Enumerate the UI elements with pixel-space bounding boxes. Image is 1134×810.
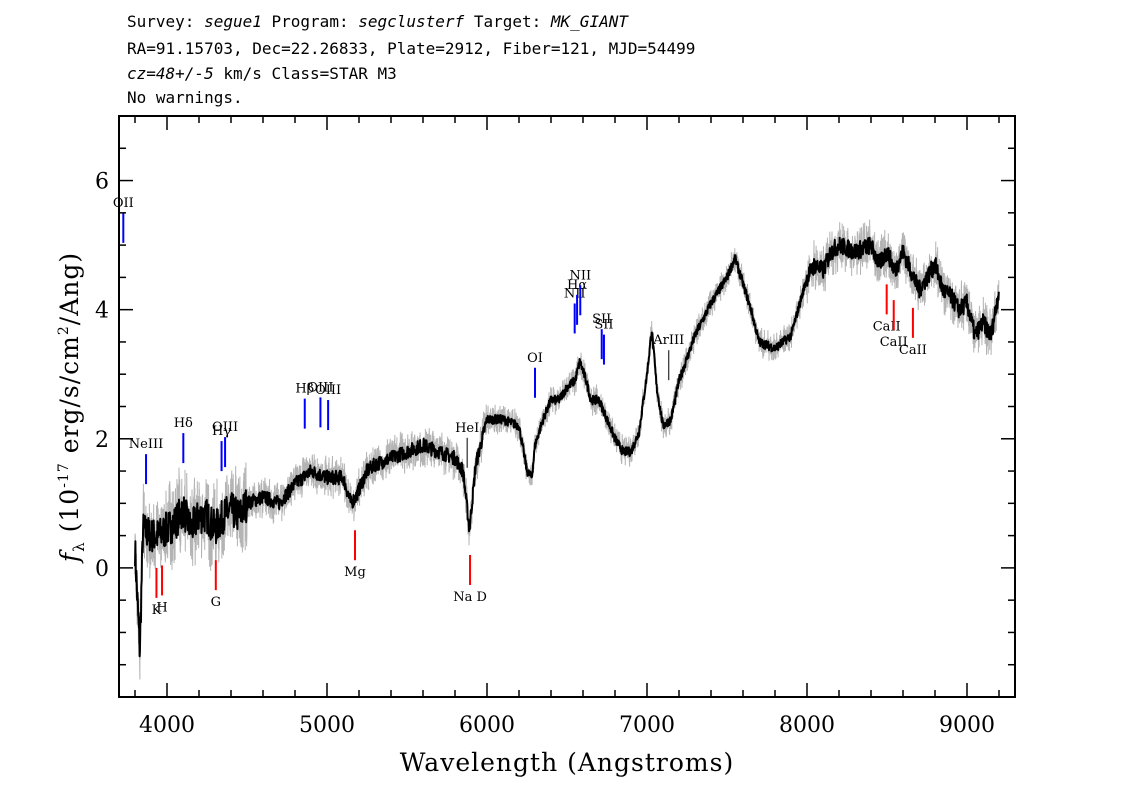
emission-line-label-4: OIII: [212, 420, 238, 435]
absorption-line-label-2: G: [211, 595, 221, 610]
emission-line-label-11: NII: [569, 268, 591, 283]
x-tick-label: 6000: [459, 713, 515, 738]
absorption-line-label-4: Na D: [453, 590, 487, 605]
emission-line-label-0: OII: [113, 196, 134, 211]
emission-line-label-10: Hα: [567, 278, 587, 293]
class-value: km/s Class=STAR M3: [223, 64, 397, 83]
y-tick-label: 6: [95, 170, 109, 195]
x-tick-label: 9000: [939, 713, 995, 738]
survey-value: segue1: [204, 12, 262, 31]
emission-line-label-7: OIII: [315, 383, 341, 398]
noise-band: [134, 219, 1000, 680]
x-tick-label: 4000: [139, 713, 195, 738]
absorption-line-label-3: Mg: [344, 565, 366, 580]
plot-frame: [118, 115, 1016, 698]
header-line-coords: RA=91.15703, Dec=22.26833, Plate=2912, F…: [127, 39, 696, 58]
survey-key: Survey:: [127, 12, 195, 31]
y-tick-label: 0: [95, 557, 109, 582]
y-tick-label: 2: [95, 428, 109, 453]
x-axis-title: Wavelength (Angstroms): [400, 748, 734, 777]
x-tick-label: 8000: [779, 713, 835, 738]
header-line-survey: Survey: segue1 Program: segclusterf Targ…: [127, 12, 628, 32]
absorption-line-label-5: CaII: [873, 319, 901, 334]
sky-line-label-1: ArIII: [652, 333, 684, 348]
flux-series: [134, 236, 1000, 658]
emission-line-label-8: OI: [527, 351, 543, 366]
emission-line-label-3: Hγ: [212, 424, 231, 439]
header-line-warnings: No warnings.: [127, 88, 243, 107]
absorption-line-label-1: H: [156, 600, 167, 615]
noise-trace: [134, 219, 1000, 680]
y-axis-title: fλ (10-17 erg/s/cm2/Ang): [55, 252, 88, 564]
x-tick-label: 7000: [619, 713, 675, 738]
emission-line-label-13: SII: [594, 318, 613, 333]
spectral-line-markers: OIINeIIIHδHγOIIIHβOIIIOIIIOINIIHαNIISIIS…: [113, 196, 927, 618]
sky-line-label-0: HeI: [455, 421, 479, 436]
program-key: Program:: [271, 12, 349, 31]
emission-line-label-5: Hβ: [295, 382, 314, 397]
absorption-line-label-7: CaII: [899, 343, 927, 358]
emission-line-label-12: SII: [592, 312, 611, 327]
program-value: segclusterf: [358, 12, 465, 31]
absorption-line-label-6: CaII: [880, 335, 908, 350]
emission-line-label-1: NeIII: [129, 437, 163, 452]
redshift-value: cz=48+/-5: [127, 64, 214, 83]
absorption-line-label-0: K: [152, 603, 162, 618]
target-key: Target:: [473, 12, 542, 31]
header-line-class: cz=48+/-5 km/s Class=STAR M3: [127, 64, 397, 84]
x-tick-label: 5000: [299, 713, 355, 738]
flux-trace: [134, 236, 1000, 658]
y-tick-label: 4: [95, 299, 109, 324]
target-value: MK_GIANT: [550, 12, 628, 31]
emission-line-label-2: Hδ: [174, 416, 193, 431]
emission-line-label-6: OIII: [307, 380, 333, 395]
axis-ticks: 4000 5000 6000 7000 8000 9000 0 2 4 6: [95, 115, 1015, 738]
